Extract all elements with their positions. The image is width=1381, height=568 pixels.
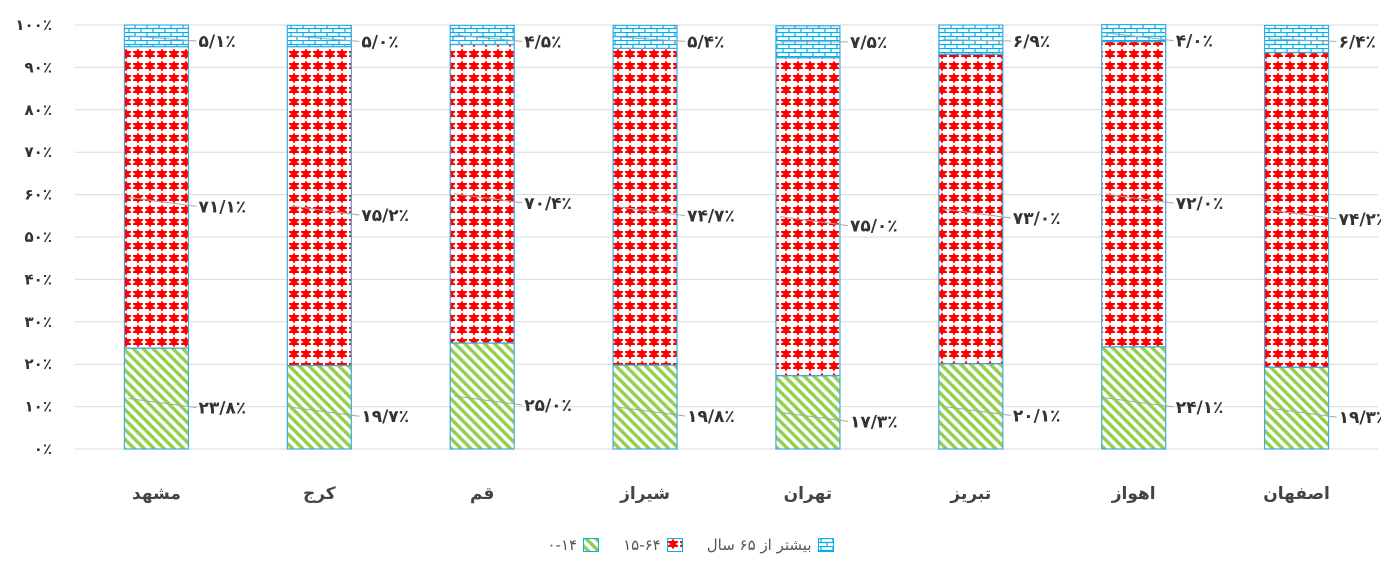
legend-label-0-14: ۰-۱۴ (547, 536, 578, 554)
leader-line (1105, 193, 1174, 204)
data-label: ۷۱/۱٪ (198, 197, 246, 217)
data-label: ۱۷/۳٪ (850, 412, 898, 432)
bar-segment-0-14 (938, 363, 1004, 450)
data-label: ۶/۴٪ (1339, 32, 1376, 52)
data-label: ۷۴/۷٪ (687, 207, 735, 227)
y-tick-label: ۶۰٪ (25, 186, 52, 204)
y-tick-label: ۱۰۰٪ (15, 16, 52, 34)
data-label: ۲۵/۰٪ (524, 396, 572, 416)
bar-segment-15-64 (123, 46, 190, 349)
leader-line (942, 405, 1011, 416)
leader-line (128, 398, 197, 409)
bar-segment-0-14 (775, 375, 841, 450)
bar-segment-0-14 (1101, 346, 1167, 450)
leader-line (454, 34, 523, 42)
leader-line (454, 395, 523, 406)
legend-item-15-64: ۱۵-۶۴ (623, 536, 683, 554)
data-label: ۴/۵٪ (524, 32, 561, 52)
data-label: ۷/۵٪ (850, 33, 887, 53)
y-tick-label: ۴۰٪ (25, 270, 52, 288)
leader-line (291, 205, 360, 216)
y-tick-label: ۳۰٪ (25, 313, 52, 331)
bar-segment-65plus (1101, 23, 1167, 43)
bar-segment-15-64 (612, 47, 678, 366)
x-category-label: قم (470, 484, 494, 504)
legend-swatch-15-64 (666, 538, 683, 552)
data-label: ۶/۹٪ (1013, 32, 1050, 52)
data-label: ۱۹/۸٪ (687, 407, 735, 427)
data-label: ۷۲/۰٪ (1176, 194, 1224, 214)
chart-legend: بیشتر از ۶۵ سال ۱۵-۶۴ ۰-۱۴ (0, 536, 1381, 554)
legend-item-0-14: ۰-۱۴ (548, 536, 600, 554)
x-category-label: اهواز (1111, 484, 1156, 504)
leader-line (1105, 397, 1174, 408)
leader-line (616, 406, 686, 417)
y-tick-label: ۹۰٪ (25, 58, 52, 76)
data-label: ۱۹/۳٪ (1339, 408, 1381, 428)
bar-segment-65plus (612, 24, 678, 49)
leader-line (1268, 38, 1337, 42)
x-category-label: مشهد (132, 484, 181, 504)
bar-segment-65plus (123, 24, 190, 48)
data-label: ۷۰/۴٪ (524, 194, 572, 214)
y-tick-label: ۷۰٪ (25, 143, 52, 161)
data-label: ۲۴/۱٪ (1176, 398, 1224, 418)
bar-segment-0-14 (449, 342, 515, 450)
leader-line (1268, 209, 1337, 220)
data-label: ۲۰/۱٪ (1013, 406, 1061, 426)
bar-segment-65plus (449, 24, 515, 46)
legend-item-65plus: بیشتر از ۶۵ سال (707, 536, 834, 554)
y-tick-label: ۱۰٪ (25, 398, 52, 416)
leader-line (128, 35, 197, 42)
data-label: ۱۹/۷٪ (361, 407, 409, 427)
leader-line (779, 411, 849, 422)
bar-segment-15-64 (1101, 40, 1167, 348)
leader-line (128, 196, 197, 207)
leader-line (779, 216, 849, 227)
data-label: ۵/۰٪ (361, 32, 398, 52)
legend-swatch-0-14 (583, 538, 600, 552)
leader-line (291, 406, 360, 417)
data-label: ۵/۱٪ (198, 32, 235, 52)
bar-segment-65plus (286, 24, 352, 48)
leader-line (616, 206, 686, 217)
data-label: ۵/۴٪ (687, 32, 724, 52)
bar-segment-15-64 (449, 43, 515, 344)
y-tick-label: ۲۰٪ (25, 355, 52, 373)
bar-segment-15-64 (286, 46, 352, 367)
x-category-label: تهران (784, 484, 833, 504)
legend-label-65plus: بیشتر از ۶۵ سال (706, 536, 812, 554)
leader-line (942, 39, 1011, 42)
y-tick-label: ۰٪ (34, 440, 52, 458)
leader-line (291, 35, 360, 42)
data-label: ۲۳/۸٪ (198, 399, 246, 419)
chart-plot: ۰٪ ۱۰٪ ۲۰٪ ۳۰٪ ۴۰٪ ۵۰٪ ۶۰٪ ۷۰٪ ۸۰٪ ۹۰٪ ۱۰۰٪ ۲۳/۸٪ ۷… (15, 16, 1381, 504)
leader-line (617, 36, 686, 42)
bar-segment-0-14 (286, 364, 352, 450)
bar-segment-15-64 (1263, 51, 1330, 368)
bar-segment-0-14 (123, 347, 190, 450)
x-category-label: شیراز (619, 484, 670, 504)
bar-segment-0-14 (612, 364, 678, 450)
data-label: ۷۵/۲٪ (361, 206, 409, 226)
y-tick-label: ۸۰٪ (25, 101, 52, 119)
data-label: ۴/۰٪ (1176, 32, 1213, 52)
x-category-label: تبریز (949, 484, 991, 504)
bar-segment-15-64 (938, 53, 1004, 365)
data-label: ۷۵/۰٪ (850, 217, 898, 237)
leader-line (454, 193, 523, 204)
leader-line (942, 208, 1011, 219)
data-label: ۷۳/۰٪ (1013, 209, 1061, 229)
bar-segment-15-64 (775, 57, 841, 377)
x-category-label: اصفهان (1263, 484, 1330, 504)
y-tick-label: ۵۰٪ (25, 228, 52, 246)
x-category-label: کرج (303, 484, 336, 504)
data-label: ۷۴/۲٪ (1339, 210, 1381, 230)
legend-label-15-64: ۱۵-۶۴ (623, 536, 661, 554)
legend-swatch-65plus (817, 538, 834, 552)
leader-line (1268, 407, 1337, 418)
bar-segment-0-14 (1263, 366, 1330, 450)
leader-line (1105, 32, 1174, 42)
